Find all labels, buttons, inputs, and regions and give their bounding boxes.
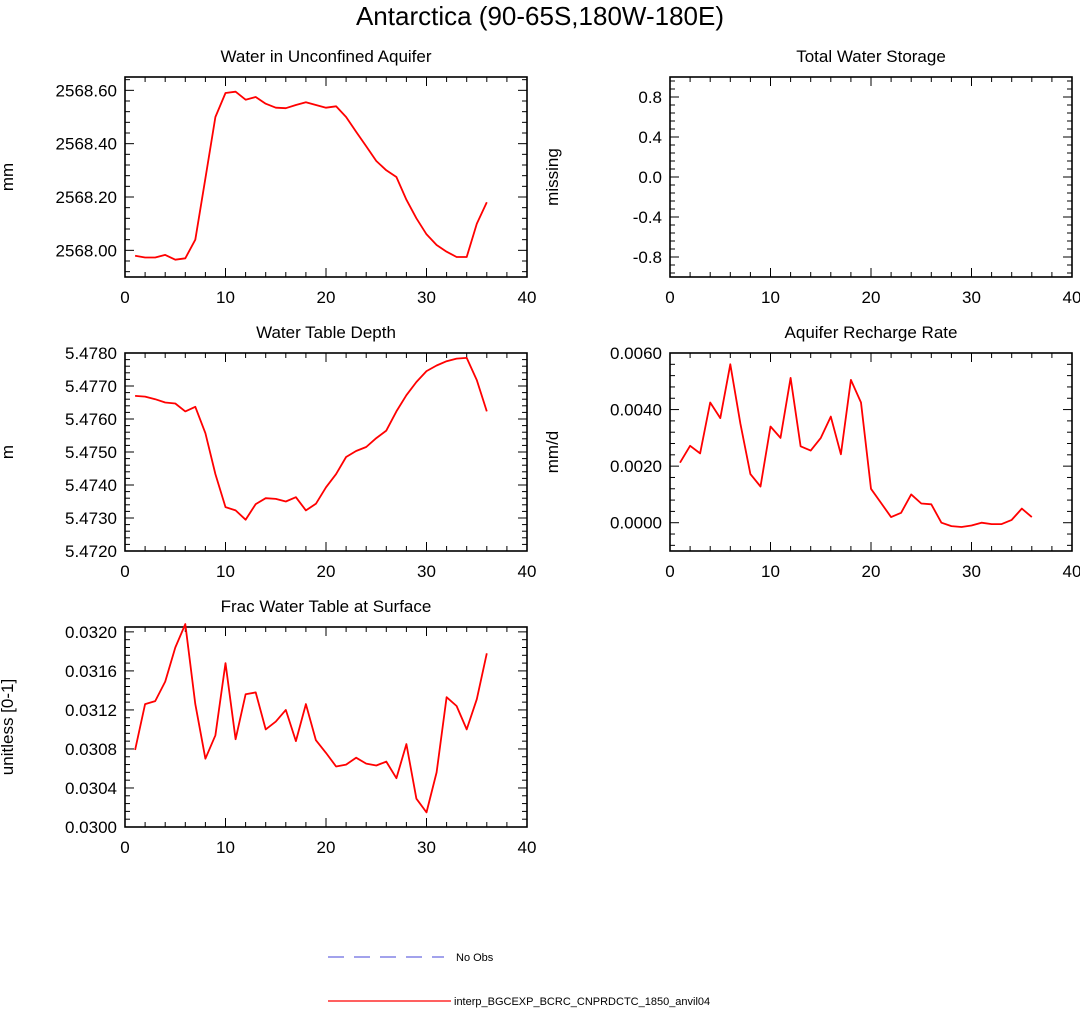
x-tick-label: 20 — [317, 838, 336, 857]
y-axis-label: m — [0, 445, 17, 459]
y-tick-label: 2568.00 — [56, 241, 117, 260]
x-tick-label: 20 — [317, 288, 336, 307]
legend-model-label: interp_BGCEXP_BCRC_CNPRDCTC_1850_anvil04 — [454, 996, 710, 1008]
x-tick-label: 30 — [962, 288, 981, 307]
x-tick-label: 40 — [1063, 562, 1080, 581]
x-tick-label: 30 — [417, 288, 436, 307]
x-tick-label: 10 — [761, 562, 780, 581]
y-tick-label: 0.0304 — [65, 779, 117, 798]
x-tick-label: 10 — [216, 838, 235, 857]
y-tick-label: 0.0320 — [65, 623, 117, 642]
y-tick-label: 5.4780 — [65, 344, 117, 363]
x-tick-label: 30 — [417, 838, 436, 857]
series-line-model — [134, 90, 488, 261]
series-line-model — [679, 363, 1033, 528]
x-tick-label: 0 — [665, 288, 674, 307]
y-tick-label: 0.0020 — [610, 457, 662, 476]
y-axis-label: mm — [0, 163, 17, 191]
x-tick-label: 40 — [518, 288, 537, 307]
panel-tws: Total Water Storage missing 0 10 20 30 40 -0.8 -… — [543, 47, 1080, 307]
y-tick-label: 0.8 — [638, 88, 662, 107]
plot-frame — [124, 352, 528, 552]
y-tick-label: -0.4 — [633, 208, 662, 227]
y-axis-label: missing — [543, 148, 562, 206]
y-tick-label: 5.4760 — [65, 410, 117, 429]
y-tick-label: 2568.40 — [56, 135, 117, 154]
series-line-model — [135, 356, 488, 521]
y-tick-label: 0.0316 — [65, 662, 117, 681]
chart-title: Total Water Storage — [796, 47, 946, 66]
y-tick-label: 5.4720 — [65, 542, 117, 561]
x-tick-label: 20 — [862, 562, 881, 581]
y-tick-label: 0.0312 — [65, 701, 117, 720]
y-tick-label: 5.4770 — [65, 377, 117, 396]
x-tick-label: 20 — [317, 562, 336, 581]
chart-title: Water in Unconfined Aquifer — [220, 47, 431, 66]
y-axis-label: mm/d — [543, 431, 562, 474]
legend-obs-label: No Obs — [456, 952, 494, 964]
y-tick-label: 5.4750 — [65, 443, 117, 462]
chart-title: Water Table Depth — [256, 323, 396, 342]
legend: No Obs interp_BGCEXP_BCRC_CNPRDCTC_1850_… — [328, 952, 710, 1008]
y-tick-label: 0.0300 — [65, 818, 117, 837]
plot-frame — [669, 76, 1073, 278]
plot-frame — [669, 352, 1073, 552]
x-tick-label: 40 — [518, 838, 537, 857]
y-tick-label: -0.8 — [633, 248, 662, 267]
x-tick-label: 20 — [862, 288, 881, 307]
y-axis-label: unitless [0-1] — [0, 679, 17, 775]
y-tick-label: 0.0 — [638, 168, 662, 187]
x-tick-label: 0 — [120, 562, 129, 581]
page-title: Antarctica (90-65S,180W-180E) — [356, 1, 724, 31]
y-tick-label: 0.0060 — [610, 344, 662, 363]
x-tick-label: 0 — [665, 562, 674, 581]
x-tick-label: 0 — [120, 838, 129, 857]
y-tick-label: 5.4740 — [65, 476, 117, 495]
x-tick-label: 30 — [417, 562, 436, 581]
x-tick-label: 30 — [962, 562, 981, 581]
y-tick-label: 0.4 — [638, 128, 662, 147]
panel-unconfined: Water in Unconfined Aquifer mm 0 10 20 30 40 25… — [0, 47, 536, 307]
y-tick-label: 2568.60 — [56, 81, 117, 100]
y-tick-label: 0.0040 — [610, 401, 662, 420]
panel-recharge: Aquifer Recharge Rate mm/d 0 10 20 30 40 0.0000… — [543, 323, 1080, 581]
panel-wtd: Water Table Depth m 0 10 20 30 40 5.4720 5.4730 5… — [0, 323, 536, 581]
chart-title: Frac Water Table at Surface — [221, 597, 432, 616]
x-tick-label: 0 — [120, 288, 129, 307]
y-tick-label: 5.4730 — [65, 509, 117, 528]
x-tick-label: 40 — [518, 562, 537, 581]
chart-title: Aquifer Recharge Rate — [785, 323, 958, 342]
y-tick-label: 0.0000 — [610, 514, 662, 533]
y-tick-label: 0.0308 — [65, 740, 117, 759]
series-line-model — [134, 623, 488, 814]
x-tick-label: 40 — [1063, 288, 1080, 307]
x-tick-label: 10 — [761, 288, 780, 307]
x-tick-label: 10 — [216, 562, 235, 581]
x-tick-label: 10 — [216, 288, 235, 307]
panel-fwts: Frac Water Table at Surface unitless [0-1… — [0, 597, 536, 857]
y-tick-label: 2568.20 — [56, 188, 117, 207]
